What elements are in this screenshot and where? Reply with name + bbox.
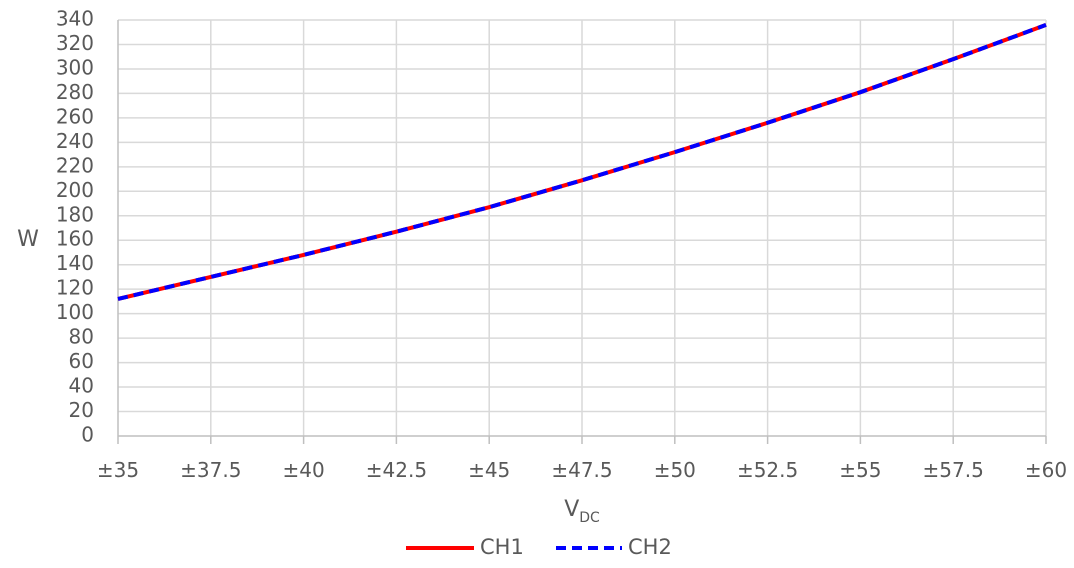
x-tick-label: ±45 (468, 458, 510, 482)
y-tick-label: 160 (56, 227, 94, 251)
y-axis-title: W (17, 227, 39, 252)
y-tick-label: 80 (69, 325, 94, 349)
y-tick-label: 320 (56, 31, 94, 55)
grid-layer (118, 19, 1047, 436)
y-tick-label: 20 (69, 398, 94, 422)
x-tick-label: ±40 (282, 458, 324, 482)
x-axis-title: VDC (564, 497, 600, 526)
y-tick-label: 300 (56, 55, 94, 79)
y-tick-label: 180 (56, 202, 94, 226)
x-tick-label: ±42.5 (366, 458, 427, 482)
x-tick-label: ±55 (839, 458, 881, 482)
axis-layer (117, 20, 1047, 444)
x-tick-label: ±35 (97, 458, 139, 482)
legend-label-ch1: CH1 (480, 535, 524, 559)
y-tick-label: 100 (56, 300, 94, 324)
y-tick-label: 120 (56, 276, 94, 300)
y-tick-label: 200 (56, 178, 94, 202)
x-tick-label: ±50 (654, 458, 696, 482)
x-tick-label: ±37.5 (180, 458, 241, 482)
y-tick-label: 140 (56, 251, 94, 275)
y-tick-label: 260 (56, 104, 94, 128)
y-tick-label: 40 (69, 374, 94, 398)
legend-label-ch2: CH2 (628, 535, 672, 559)
x-axis-title-subscript: DC (579, 510, 600, 526)
y-tick-label: 280 (56, 80, 94, 104)
x-axis-title-main: V (564, 497, 579, 522)
y-tick-label: 0 (81, 423, 94, 447)
y-tick-label: 240 (56, 129, 94, 153)
x-tick-label: ±57.5 (923, 458, 984, 482)
label-layer: 0204060801001201401601802002202402602803… (56, 7, 1067, 483)
x-tick-label: ±47.5 (551, 458, 612, 482)
x-tick-label: ±52.5 (737, 458, 798, 482)
series-line-ch2 (117, 23, 1047, 301)
x-tick-label: ±60 (1025, 458, 1067, 482)
y-tick-label: 220 (56, 153, 94, 177)
y-tick-label: 60 (69, 349, 94, 373)
series-layer (117, 23, 1047, 301)
y-tick-label: 340 (56, 7, 94, 31)
legend: CH1 CH2 (406, 535, 672, 559)
